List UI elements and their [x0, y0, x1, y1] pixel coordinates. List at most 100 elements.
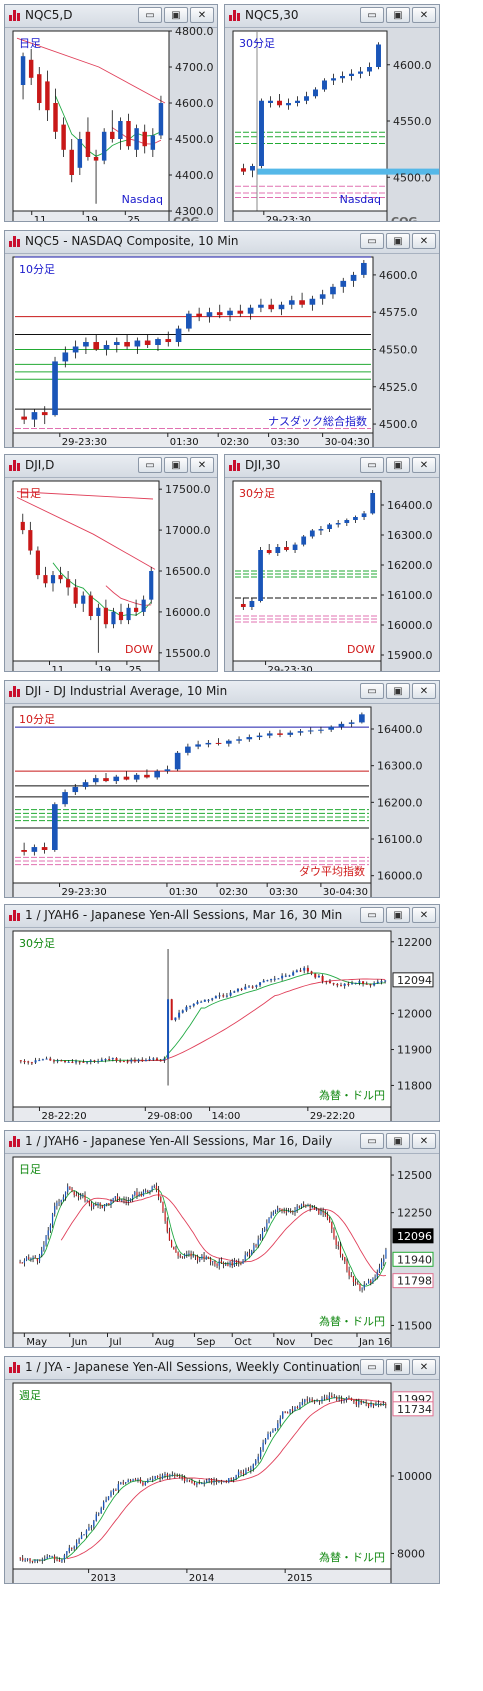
x-tick-label: 25 — [129, 665, 142, 671]
candle — [274, 1209, 277, 1214]
restore-button[interactable]: ▣ — [386, 683, 410, 699]
candle — [380, 1402, 382, 1407]
candle — [115, 1488, 117, 1491]
close-button[interactable]: ✕ — [412, 457, 436, 473]
candle — [313, 87, 318, 99]
y-tick-label: 16200.0 — [377, 796, 423, 809]
candle — [229, 989, 232, 997]
close-button[interactable]: ✕ — [190, 457, 214, 473]
candle — [240, 598, 246, 610]
window-title-bar[interactable]: 1 / JYA - Japanese Yen-All Sessions, Wee… — [5, 1357, 439, 1380]
candle — [114, 1196, 116, 1201]
candle — [298, 1205, 300, 1209]
candle — [49, 1223, 51, 1233]
close-button[interactable]: ✕ — [412, 907, 436, 923]
candle — [328, 725, 334, 732]
x-tick-label: 11 — [52, 665, 65, 671]
candle — [34, 1057, 37, 1064]
candle — [333, 1394, 335, 1399]
minimize-button[interactable]: ▭ — [360, 7, 384, 23]
x-tick-label: 29-22:20 — [310, 1111, 355, 1121]
window-title-bar[interactable]: DJI,30 ▭ ▣ ✕ — [225, 455, 439, 478]
candle — [203, 1251, 205, 1262]
window-title-bar[interactable]: DJI,D ▭ ▣ ✕ — [5, 455, 217, 478]
window-title-bar[interactable]: NQC5 - NASDAQ Composite, 10 Min ▭ ▣ ✕ — [5, 231, 439, 254]
minimize-button[interactable]: ▭ — [138, 7, 162, 23]
plot-area — [12, 1382, 392, 1570]
candle — [171, 1239, 173, 1248]
candle — [163, 1056, 166, 1063]
candle — [111, 1057, 114, 1062]
window-title-bar[interactable]: NQC5,30 ▭ ▣ ✕ — [225, 5, 439, 28]
minimize-button[interactable]: ▭ — [138, 457, 162, 473]
candle — [41, 406, 48, 425]
candle — [274, 1428, 277, 1432]
candle — [361, 511, 367, 520]
candle — [119, 1196, 121, 1202]
price-cursor-bar — [257, 168, 439, 175]
candle — [200, 1000, 203, 1003]
restore-button[interactable]: ▣ — [164, 457, 188, 473]
close-button[interactable]: ✕ — [412, 233, 436, 249]
candle — [127, 1478, 129, 1483]
timeframe-label: 10分足 — [19, 263, 55, 276]
candle — [304, 1398, 306, 1405]
restore-button[interactable]: ▣ — [386, 457, 410, 473]
candle — [149, 1477, 151, 1481]
candle — [299, 292, 305, 308]
y-tick-label: 15900.0 — [387, 649, 433, 662]
candle — [242, 1259, 244, 1264]
window-title-bar[interactable]: 1 / JYAH6 - Japanese Yen-All Sessions, M… — [5, 905, 439, 928]
candle — [26, 1558, 29, 1562]
restore-button[interactable]: ▣ — [164, 7, 188, 23]
candle — [259, 1234, 261, 1241]
candle — [152, 1057, 155, 1061]
minimize-button[interactable]: ▭ — [360, 1359, 384, 1375]
instrument-watermark: 為替・ドル円 — [319, 1314, 385, 1328]
window-title-bar[interactable]: NQC5,D ▭ ▣ ✕ — [5, 5, 217, 28]
close-button[interactable]: ✕ — [412, 1359, 436, 1375]
close-button[interactable]: ✕ — [412, 1133, 436, 1149]
x-tick-label: 30-04:30 — [323, 887, 368, 897]
close-button[interactable]: ✕ — [190, 7, 214, 23]
close-button[interactable]: ✕ — [412, 683, 436, 699]
minimize-button[interactable]: ▭ — [360, 1133, 384, 1149]
candle — [236, 988, 239, 993]
moving-average-long — [16, 37, 166, 104]
candle — [321, 1396, 323, 1404]
instrument-watermark: 為替・ドル円 — [319, 1550, 385, 1564]
minimize-button[interactable]: ▭ — [360, 457, 384, 473]
candle — [21, 842, 27, 856]
candle — [112, 1488, 115, 1495]
candle — [58, 1198, 60, 1207]
restore-button[interactable]: ▣ — [386, 907, 410, 923]
minimize-button[interactable]: ▭ — [360, 683, 384, 699]
candle — [350, 1397, 353, 1401]
candle — [75, 1191, 77, 1197]
restore-button[interactable]: ▣ — [386, 233, 410, 249]
candle — [255, 1458, 257, 1466]
close-button[interactable]: ✕ — [412, 7, 436, 23]
candle — [368, 1278, 370, 1284]
minimize-button[interactable]: ▭ — [360, 233, 384, 249]
timeframe-label: 10分足 — [19, 713, 55, 726]
instrument-watermark: 為替・ドル円 — [319, 1088, 385, 1102]
candle — [380, 979, 383, 985]
candle — [230, 1477, 232, 1482]
y-tick-label: 4500.0 — [393, 171, 432, 184]
minimize-button[interactable]: ▭ — [360, 907, 384, 923]
candle — [166, 1472, 169, 1480]
x-axis — [12, 432, 374, 447]
candle — [67, 1183, 69, 1195]
candle — [269, 1431, 272, 1437]
candle — [184, 1253, 186, 1259]
candle — [246, 734, 253, 742]
candle — [63, 1553, 66, 1563]
candle — [311, 1397, 313, 1403]
window-title-bar[interactable]: DJI - DJ Industrial Average, 10 Min ▭ ▣ ✕ — [5, 681, 439, 704]
restore-button[interactable]: ▣ — [386, 1133, 410, 1149]
candle — [384, 980, 387, 984]
restore-button[interactable]: ▣ — [386, 7, 410, 23]
restore-button[interactable]: ▣ — [386, 1359, 410, 1375]
window-title-bar[interactable]: 1 / JYAH6 - Japanese Yen-All Sessions, M… — [5, 1131, 439, 1154]
